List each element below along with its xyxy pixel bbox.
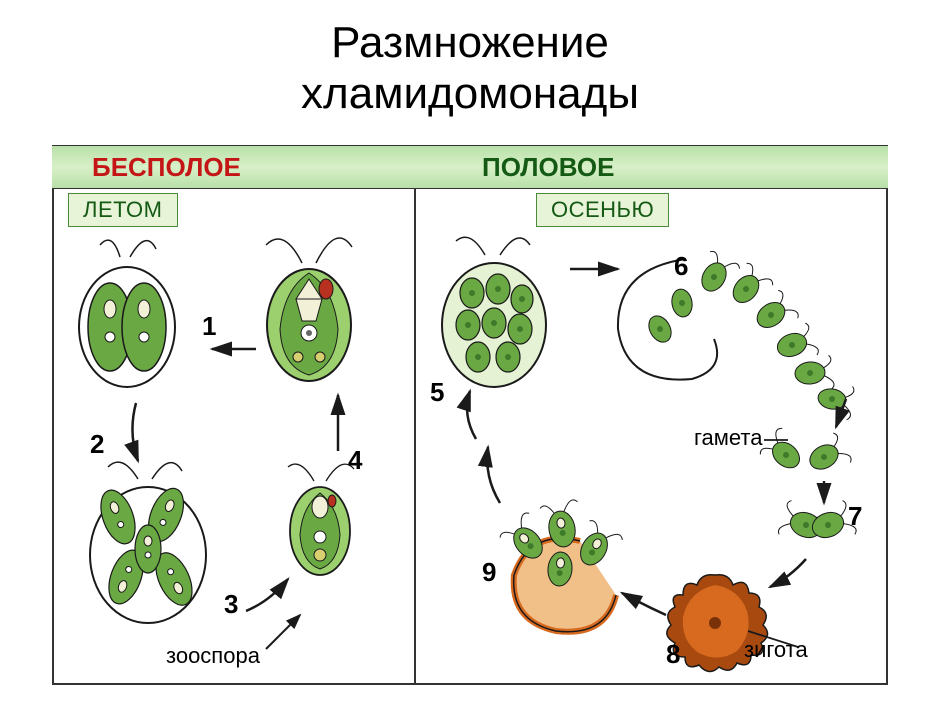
stage-2-cell bbox=[78, 467, 238, 637]
title-line1: Размножение bbox=[331, 18, 609, 67]
num-9: 9 bbox=[482, 557, 496, 588]
arrow-to-5 bbox=[452, 385, 492, 445]
season-summer: ЛЕТОМ bbox=[68, 193, 178, 227]
num-2: 2 bbox=[90, 429, 104, 460]
arrow-4-adult bbox=[326, 389, 356, 459]
arrow-1-2 bbox=[118, 399, 158, 469]
panel-sexual: ОСЕНЬЮ 5 bbox=[414, 189, 888, 683]
panels: ЛЕТОМ 1 bbox=[52, 189, 888, 685]
arrow-zygote-label bbox=[744, 627, 804, 653]
arrow-9-5 bbox=[466, 441, 516, 511]
num-1: 1 bbox=[202, 311, 216, 342]
arrow-6-gamete bbox=[830, 395, 860, 435]
label-zoospore: зооспора bbox=[166, 643, 260, 669]
banner-asexual: БЕСПОЛОЕ bbox=[92, 152, 241, 183]
arrow-gam-7 bbox=[812, 479, 836, 509]
page-title: Размножение хламидомонады bbox=[0, 0, 940, 119]
arrow-zoospore-label bbox=[262, 609, 312, 655]
stage-6-release bbox=[596, 229, 886, 419]
zoospore-cell bbox=[280, 457, 370, 587]
arrow-7-8 bbox=[762, 555, 812, 595]
num-6: 6 bbox=[674, 251, 688, 282]
label-gamete: гамета bbox=[694, 425, 762, 451]
banner-sexual: ПОЛОВОЕ bbox=[482, 152, 614, 183]
arrow-8-9 bbox=[614, 587, 674, 627]
arrow-to-1 bbox=[206, 339, 266, 359]
season-autumn: ОСЕНЬЮ bbox=[536, 193, 669, 227]
num-8: 8 bbox=[666, 639, 680, 670]
panel-asexual: ЛЕТОМ 1 bbox=[52, 189, 414, 683]
title-line2: хламидомонады bbox=[301, 69, 639, 118]
adult-cell bbox=[254, 233, 384, 393]
arrow-5-6 bbox=[566, 259, 626, 279]
type-banner: БЕСПОЛОЕ ПОЛОВОЕ bbox=[52, 145, 888, 189]
num-7: 7 bbox=[848, 501, 862, 532]
num-5: 5 bbox=[430, 377, 444, 408]
stage-1-cell bbox=[72, 249, 212, 399]
arrow-gamete-label bbox=[762, 431, 792, 449]
stage-5-cell bbox=[430, 239, 580, 399]
num-3: 3 bbox=[224, 589, 238, 620]
